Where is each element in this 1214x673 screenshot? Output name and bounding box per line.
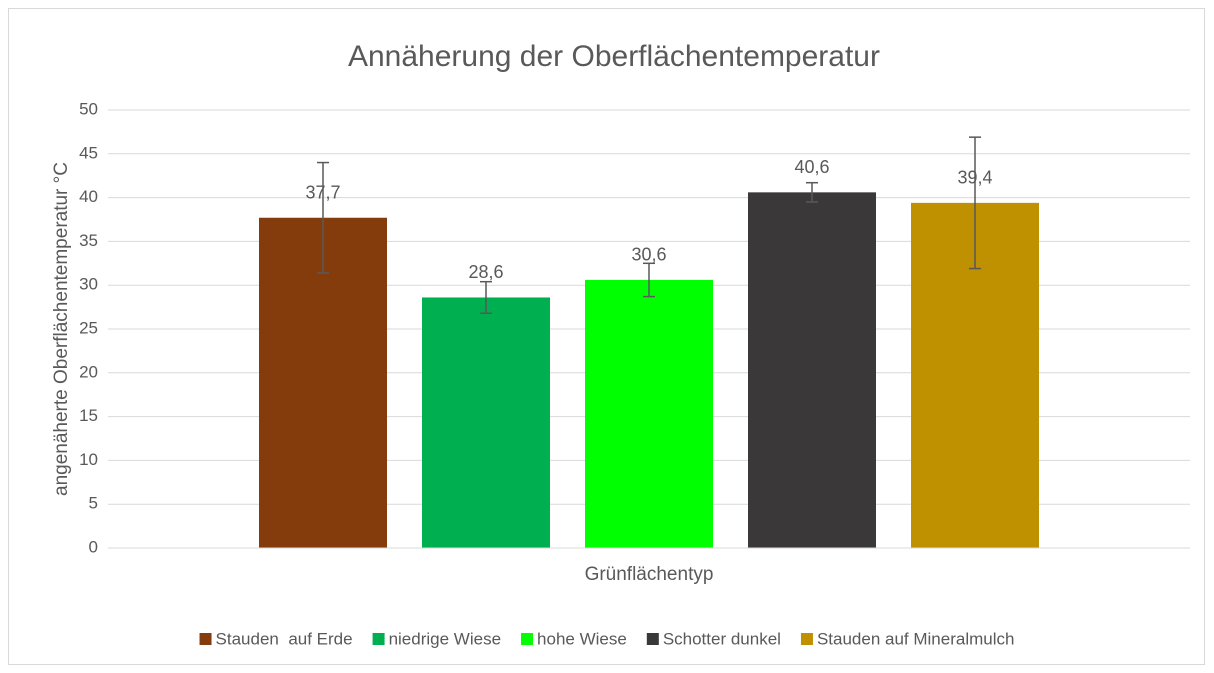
- y-axis-label: angenäherte Oberflächentemperatur °C: [51, 162, 72, 496]
- y-tick-label: 0: [89, 537, 98, 556]
- legend-swatch: [646, 633, 659, 645]
- data-label: 39,4: [957, 168, 992, 188]
- x-tick-label: Grünflächentyp: [585, 564, 714, 585]
- bar: [422, 297, 550, 548]
- error-bar: [969, 136, 981, 270]
- bar: [585, 279, 713, 548]
- legend-label: niedrige Wiese: [389, 629, 501, 648]
- data-label: 37,7: [305, 182, 340, 202]
- legend-label: Stauden auf Mineralmulch: [817, 629, 1015, 648]
- y-tick-label: 10: [79, 450, 98, 469]
- y-tick-label: 25: [79, 318, 98, 337]
- y-tick-label: 5: [89, 494, 98, 513]
- legend-swatch: [372, 633, 385, 645]
- y-tick-label: 30: [79, 275, 98, 294]
- y-tick-label: 35: [79, 231, 98, 250]
- y-tick-label: 40: [79, 187, 98, 206]
- data-label: 28,6: [468, 262, 503, 282]
- data-label: 30,6: [631, 245, 666, 265]
- error-bar: [480, 280, 492, 314]
- y-tick-label: 15: [79, 406, 98, 425]
- y-tick-label: 45: [79, 143, 98, 162]
- legend-swatch: [199, 633, 212, 645]
- legend-label: Stauden auf Erde: [216, 629, 353, 648]
- error-bar: [806, 181, 818, 203]
- legend-label: hohe Wiese: [537, 629, 627, 648]
- error-bar: [317, 161, 329, 274]
- legend-label: Schotter dunkel: [663, 629, 781, 648]
- bar: [748, 192, 876, 548]
- legend-swatch: [800, 633, 813, 645]
- data-label: 40,6: [794, 157, 829, 177]
- y-tick-label: 50: [79, 99, 98, 118]
- chart-title: Annäherung der Oberflächentemperatur: [348, 40, 880, 73]
- legend-swatch: [521, 633, 534, 645]
- y-tick-label: 20: [79, 362, 98, 381]
- error-bar: [643, 262, 655, 298]
